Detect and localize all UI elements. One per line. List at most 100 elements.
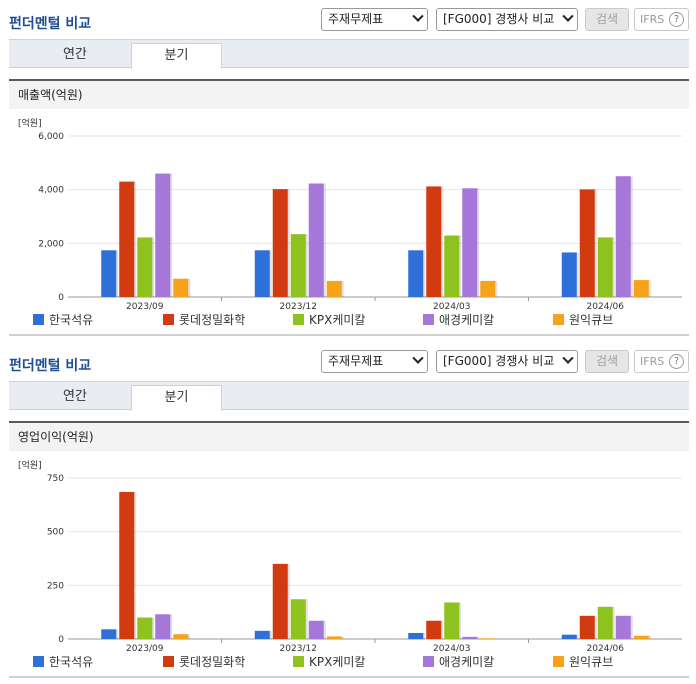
bar[interactable]	[272, 563, 288, 639]
legend-item[interactable]: 애경케미칼	[423, 655, 494, 671]
help-icon: ?	[669, 354, 684, 369]
x-tick-label: 2024/03	[433, 644, 470, 654]
bar[interactable]	[615, 615, 631, 639]
bar[interactable]	[561, 252, 577, 297]
bar[interactable]	[101, 629, 117, 639]
ifrs-help-button[interactable]: IFRS ?	[634, 8, 689, 31]
ifrs-help-button[interactable]: IFRS ?	[634, 350, 689, 373]
revenue-bar-chart: [억원] 0 2,000 4,000 6,000 2023/09 2023/12 2024/0…	[18, 117, 682, 312]
panel-header: 펀더멘털 비교 주재무제표 [FG000] 경쟁사 비교 검색 IFRS ?	[0, 342, 696, 382]
bar[interactable]	[444, 602, 460, 639]
bar[interactable]	[254, 630, 270, 639]
period-tabs: 연간 분기	[9, 39, 689, 69]
bar[interactable]	[254, 250, 270, 297]
peer-group-select[interactable]: [FG000] 경쟁사 비교	[436, 350, 578, 373]
tab-annual[interactable]: 연간	[63, 47, 87, 62]
legend-item[interactable]: KPX케미칼	[293, 313, 365, 329]
statement-type-select[interactable]: 주재무제표	[321, 8, 428, 31]
legend-label: 애경케미칼	[439, 313, 495, 327]
peer-group-select[interactable]: [FG000] 경쟁사 비교	[436, 8, 578, 31]
peer-group-value: [FG000] 경쟁사 비교	[443, 12, 555, 26]
bar[interactable]	[480, 280, 496, 297]
statement-type-value: 주재무제표	[328, 354, 384, 368]
bar[interactable]	[480, 638, 496, 639]
bar[interactable]	[579, 615, 595, 639]
legend-swatch	[33, 314, 44, 325]
chevron-down-icon	[412, 352, 424, 364]
bar[interactable]	[579, 189, 595, 297]
legend-label: 원익큐브	[569, 313, 614, 327]
legend-item[interactable]: 한국석유	[33, 313, 93, 329]
legend-item[interactable]: 원익큐브	[553, 655, 613, 671]
legend-item[interactable]: 애경케미칼	[423, 313, 494, 329]
tab-quarterly[interactable]: 분기	[131, 385, 222, 411]
bar[interactable]	[426, 186, 442, 297]
help-icon: ?	[669, 12, 684, 27]
bar[interactable]	[615, 176, 631, 297]
bar[interactable]	[155, 614, 171, 639]
unit-label: [억원]	[18, 459, 42, 471]
bar[interactable]	[155, 173, 171, 297]
y-tick-label: 0	[58, 293, 64, 303]
bar[interactable]	[326, 280, 342, 297]
y-tick-label: 250	[47, 581, 64, 591]
bar[interactable]	[173, 634, 189, 639]
x-tick-label: 2023/09	[126, 302, 164, 312]
tab-annual[interactable]: 연간	[63, 389, 87, 404]
search-button[interactable]: 검색	[585, 350, 629, 373]
bar[interactable]	[137, 237, 153, 297]
x-tick-label: 2023/09	[126, 644, 164, 654]
bar[interactable]	[633, 635, 649, 639]
legend-label: 한국석유	[49, 655, 94, 669]
legend-label: 롯데정밀화학	[179, 655, 246, 669]
bar[interactable]	[137, 617, 153, 639]
bar[interactable]	[426, 620, 442, 639]
x-tick-label: 2024/06	[587, 302, 625, 312]
bar[interactable]	[173, 278, 189, 297]
legend-swatch	[553, 314, 564, 325]
bar[interactable]	[462, 188, 478, 297]
chevron-down-icon	[562, 352, 574, 364]
search-button[interactable]: 검색	[585, 8, 629, 31]
bar[interactable]	[561, 634, 577, 639]
legend-swatch	[553, 656, 564, 667]
bar[interactable]	[119, 491, 135, 639]
legend-item[interactable]: 원익큐브	[553, 313, 613, 329]
bar[interactable]	[290, 234, 306, 297]
bar[interactable]	[308, 183, 324, 297]
legend-item[interactable]: KPX케미칼	[293, 655, 365, 671]
legend-item[interactable]: 롯데정밀화학	[163, 313, 245, 329]
statement-type-value: 주재무제표	[328, 12, 384, 26]
bar[interactable]	[597, 606, 613, 639]
bar[interactable]	[326, 636, 342, 639]
bar[interactable]	[408, 250, 424, 297]
operating-profit-bar-chart: [억원] 0 250 500 750 2023/09 2023/12 2024/03 2024/…	[18, 459, 682, 654]
section-title: 영업이익(억원)	[9, 421, 689, 451]
period-tabs: 연간 분기	[9, 381, 689, 411]
y-tick-label: 2,000	[38, 239, 64, 249]
bar[interactable]	[597, 237, 613, 297]
fundamental-panel-revenue: 펀더멘털 비교 주재무제표 [FG000] 경쟁사 비교 검색 IFRS ? 연…	[9, 8, 689, 336]
bar[interactable]	[408, 632, 424, 639]
legend-swatch	[293, 656, 304, 667]
legend-swatch	[423, 314, 434, 325]
legend-item[interactable]: 롯데정밀화학	[163, 655, 245, 671]
panel-title: 펀더멘털 비교	[9, 358, 92, 374]
bar[interactable]	[633, 280, 649, 297]
bar[interactable]	[272, 189, 288, 297]
statement-type-select[interactable]: 주재무제표	[321, 350, 428, 373]
y-tick-label: 6,000	[38, 132, 64, 142]
bar[interactable]	[119, 181, 135, 297]
tab-quarterly[interactable]: 분기	[131, 43, 222, 69]
legend-label: 애경케미칼	[439, 655, 495, 669]
legend-item[interactable]: 한국석유	[33, 655, 93, 671]
bar[interactable]	[101, 250, 117, 297]
bar[interactable]	[290, 599, 306, 639]
legend-label: 한국석유	[49, 313, 94, 327]
bar[interactable]	[462, 636, 478, 639]
x-tick-label: 2024/06	[587, 644, 625, 654]
bar[interactable]	[308, 620, 324, 639]
bar[interactable]	[444, 235, 460, 297]
divider	[9, 676, 689, 678]
x-tick-label: 2023/12	[280, 644, 317, 654]
